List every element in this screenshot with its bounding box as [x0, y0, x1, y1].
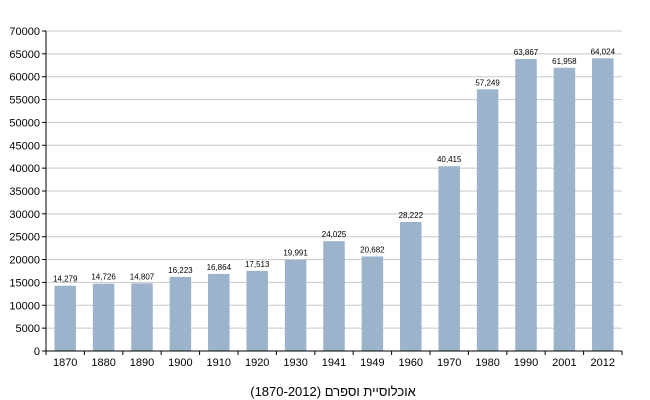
y-tick-label: 50000 [9, 117, 40, 129]
y-tick-label: 35000 [9, 186, 40, 198]
x-tick-label: 2001 [552, 357, 576, 369]
y-tick-label: 20000 [9, 255, 40, 267]
data-label: 64,024 [591, 47, 616, 56]
data-label: 63,867 [514, 48, 539, 57]
y-tick-label: 70000 [9, 26, 40, 38]
data-label: 16,223 [168, 266, 193, 275]
x-axis-ticks: 1870 1880 1890 1900 1910 1920 1930 1941 1949 1960… [45, 351, 623, 369]
x-tick-label: 1920 [245, 357, 269, 369]
y-tick-label: 65000 [9, 49, 40, 61]
data-label: 16,864 [207, 263, 232, 272]
chart-caption: אוכלוסיית וספרם (1870-2012) [250, 384, 416, 399]
bars [54, 58, 614, 352]
x-tick-label: 1970 [437, 357, 461, 369]
y-tick-label: 15000 [9, 277, 40, 289]
x-tick-label: 1949 [360, 357, 384, 369]
y-tick-label: 25000 [9, 232, 40, 244]
x-tick-label: 1880 [91, 357, 115, 369]
data-label: 19,991 [283, 249, 308, 258]
bar [208, 273, 230, 351]
data-label: 24,025 [322, 230, 347, 239]
bar [131, 283, 153, 351]
x-tick-label: 1930 [283, 357, 307, 369]
x-tick-label: 1870 [53, 357, 77, 369]
y-tick-label: 40000 [9, 163, 40, 175]
x-tick-label: 1960 [399, 357, 423, 369]
y-tick-label: 55000 [9, 95, 40, 107]
data-label: 57,249 [475, 78, 500, 87]
data-label: 14,279 [53, 275, 78, 284]
bar [438, 166, 460, 351]
bar [284, 259, 307, 351]
bar [323, 241, 345, 351]
bar [476, 89, 499, 351]
gridlines [46, 30, 622, 329]
bar [54, 285, 76, 351]
data-label: 14,726 [91, 273, 116, 282]
bar [515, 59, 537, 352]
x-tick-label: 1900 [168, 357, 192, 369]
x-tick-label: 1941 [322, 357, 346, 369]
data-label: 40,415 [437, 155, 462, 164]
data-label: 14,807 [130, 272, 155, 281]
data-labels: 14,279 14,726 14,807 16,223 16,864 17,513 19,9… [53, 47, 616, 283]
data-label: 20,682 [360, 245, 385, 254]
bar [169, 276, 192, 351]
bar [553, 67, 576, 351]
x-tick-label: 1980 [475, 357, 499, 369]
data-label: 61,958 [552, 57, 577, 66]
bar [361, 256, 384, 351]
data-label: 17,513 [245, 260, 270, 269]
y-tick-label: 60000 [9, 72, 40, 84]
x-tick-label: 1990 [514, 357, 538, 369]
y-tick-label: 5000 [16, 323, 40, 335]
x-tick-label: 1890 [130, 357, 154, 369]
bar [92, 283, 115, 351]
y-tick-label: 30000 [9, 209, 40, 221]
data-label: 28,222 [399, 211, 424, 220]
y-tick-label: 10000 [9, 300, 40, 312]
y-axis-ticks: 0 5000 10000 15000 20000 25000 30000 35000 40000… [9, 26, 46, 358]
x-tick-label: 2012 [591, 357, 615, 369]
bar [246, 270, 268, 351]
y-tick-label: 45000 [9, 140, 40, 152]
bar [592, 58, 614, 352]
x-tick-label: 1910 [207, 357, 231, 369]
y-tick-label: 0 [34, 346, 40, 358]
bar [400, 221, 422, 351]
